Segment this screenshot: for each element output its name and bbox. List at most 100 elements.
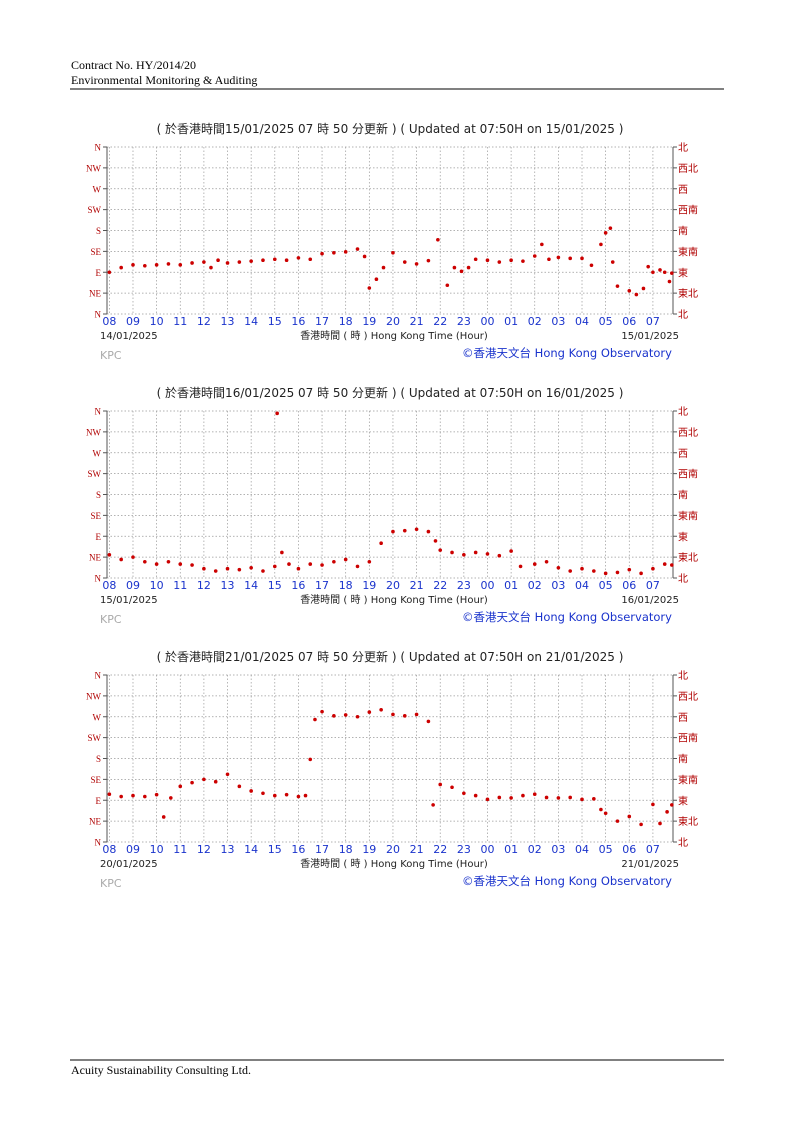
y2-tick-label: 西北 bbox=[678, 427, 698, 439]
data-point bbox=[603, 811, 608, 816]
x-tick-label: 07 bbox=[646, 579, 660, 592]
y-tick-label: N bbox=[95, 671, 102, 681]
x-tick-label: 23 bbox=[457, 843, 471, 856]
y-tick-label: NW bbox=[86, 427, 101, 437]
x-tick-label: 04 bbox=[575, 843, 589, 856]
x-tick-label: 22 bbox=[433, 579, 447, 592]
source: ©香港天文台 Hong Kong Observatory bbox=[462, 610, 672, 624]
data-point bbox=[402, 260, 407, 264]
y2-tick-label: 北 bbox=[678, 309, 688, 321]
data-point bbox=[603, 231, 608, 235]
data-point bbox=[599, 242, 603, 247]
x-tick-label: 14 bbox=[244, 579, 258, 592]
data-point bbox=[532, 254, 537, 258]
x-tick-label: 01 bbox=[504, 579, 518, 592]
x-tick-label: 20 bbox=[386, 579, 400, 592]
x-tick-label: 20 bbox=[386, 843, 400, 856]
data-point bbox=[119, 794, 123, 799]
data-point bbox=[485, 552, 490, 556]
data-point bbox=[355, 564, 360, 569]
data-point bbox=[547, 257, 551, 262]
data-point bbox=[556, 255, 561, 260]
data-point bbox=[381, 265, 386, 270]
data-point bbox=[161, 815, 166, 819]
y2-tick-label: 西北 bbox=[678, 691, 698, 703]
data-point bbox=[658, 821, 662, 826]
y2-tick-label: 西北 bbox=[678, 163, 698, 175]
data-point bbox=[332, 250, 336, 255]
data-point bbox=[485, 258, 490, 262]
source: ©香港天文台 Hong Kong Observatory bbox=[462, 874, 672, 888]
y2-tick-label: 南 bbox=[678, 753, 688, 766]
y2-tick-label: 西南 bbox=[678, 204, 698, 217]
data-point bbox=[379, 707, 383, 712]
data-point bbox=[178, 263, 183, 267]
data-point bbox=[308, 757, 313, 762]
data-point bbox=[646, 264, 650, 269]
data-point bbox=[249, 259, 253, 263]
data-point bbox=[462, 553, 466, 557]
x-tick-label: 21 bbox=[410, 579, 424, 592]
data-point bbox=[438, 548, 443, 552]
x-tick-label: 03 bbox=[551, 579, 565, 592]
data-point bbox=[166, 262, 171, 266]
data-point bbox=[497, 260, 502, 264]
data-point bbox=[544, 559, 549, 564]
start-date: 20/01/2025 bbox=[100, 859, 158, 870]
data-point bbox=[107, 792, 112, 797]
data-point bbox=[225, 261, 230, 265]
y-tick-label: NE bbox=[89, 817, 101, 827]
y2-tick-label: 東 bbox=[678, 530, 688, 543]
footer-company: Acuity Sustainability Consulting Ltd. bbox=[71, 1063, 251, 1077]
data-point bbox=[355, 247, 360, 251]
data-point bbox=[284, 258, 289, 262]
y2-tick-label: 東北 bbox=[678, 551, 698, 564]
data-point bbox=[320, 251, 324, 256]
data-point bbox=[670, 563, 674, 567]
x-tick-label: 12 bbox=[197, 579, 211, 592]
data-point bbox=[131, 555, 135, 559]
x-tick-label: 23 bbox=[457, 315, 471, 328]
data-point bbox=[651, 270, 655, 275]
x-tick-label: 03 bbox=[551, 315, 565, 328]
data-point bbox=[143, 794, 147, 799]
data-point bbox=[592, 797, 596, 801]
x-tick-label: 22 bbox=[433, 843, 447, 856]
x-tick-label: 11 bbox=[173, 579, 187, 592]
x-tick-label: 19 bbox=[362, 315, 376, 328]
y2-tick-label: 東 bbox=[678, 266, 688, 279]
y2-tick-label: 東南 bbox=[678, 509, 698, 522]
y2-tick-label: 北 bbox=[678, 573, 688, 585]
end-date: 16/01/2025 bbox=[621, 595, 679, 606]
x-tick-label: 00 bbox=[480, 843, 494, 856]
data-point bbox=[627, 567, 632, 572]
x-tick-label: 16 bbox=[291, 315, 305, 328]
y-tick-label: W bbox=[93, 184, 102, 194]
end-date: 21/01/2025 bbox=[621, 859, 679, 870]
x-tick-label: 13 bbox=[221, 843, 235, 856]
data-point bbox=[532, 562, 537, 566]
x-tick-label: 15 bbox=[268, 843, 282, 856]
data-point bbox=[450, 550, 454, 555]
y2-tick-label: 西南 bbox=[678, 468, 698, 481]
data-point bbox=[414, 527, 419, 532]
x-tick-label: 14 bbox=[244, 315, 258, 328]
y-tick-label: N bbox=[95, 143, 102, 153]
data-point bbox=[391, 529, 395, 534]
data-point bbox=[249, 789, 253, 793]
x-tick-label: 09 bbox=[126, 843, 140, 856]
data-point bbox=[213, 779, 218, 784]
y2-tick-label: 東北 bbox=[678, 287, 698, 300]
data-point bbox=[452, 265, 457, 270]
x-axis-label: 香港時間 ( 時 ) Hong Kong Time (Hour) bbox=[300, 330, 488, 342]
x-tick-label: 21 bbox=[410, 315, 424, 328]
data-point bbox=[343, 557, 348, 562]
data-point bbox=[544, 795, 549, 800]
x-tick-label: 16 bbox=[291, 843, 305, 856]
data-point bbox=[445, 283, 450, 288]
data-point bbox=[426, 719, 431, 724]
data-point bbox=[667, 279, 672, 284]
y2-tick-label: 西 bbox=[678, 713, 688, 724]
x-tick-label: 19 bbox=[362, 579, 376, 592]
